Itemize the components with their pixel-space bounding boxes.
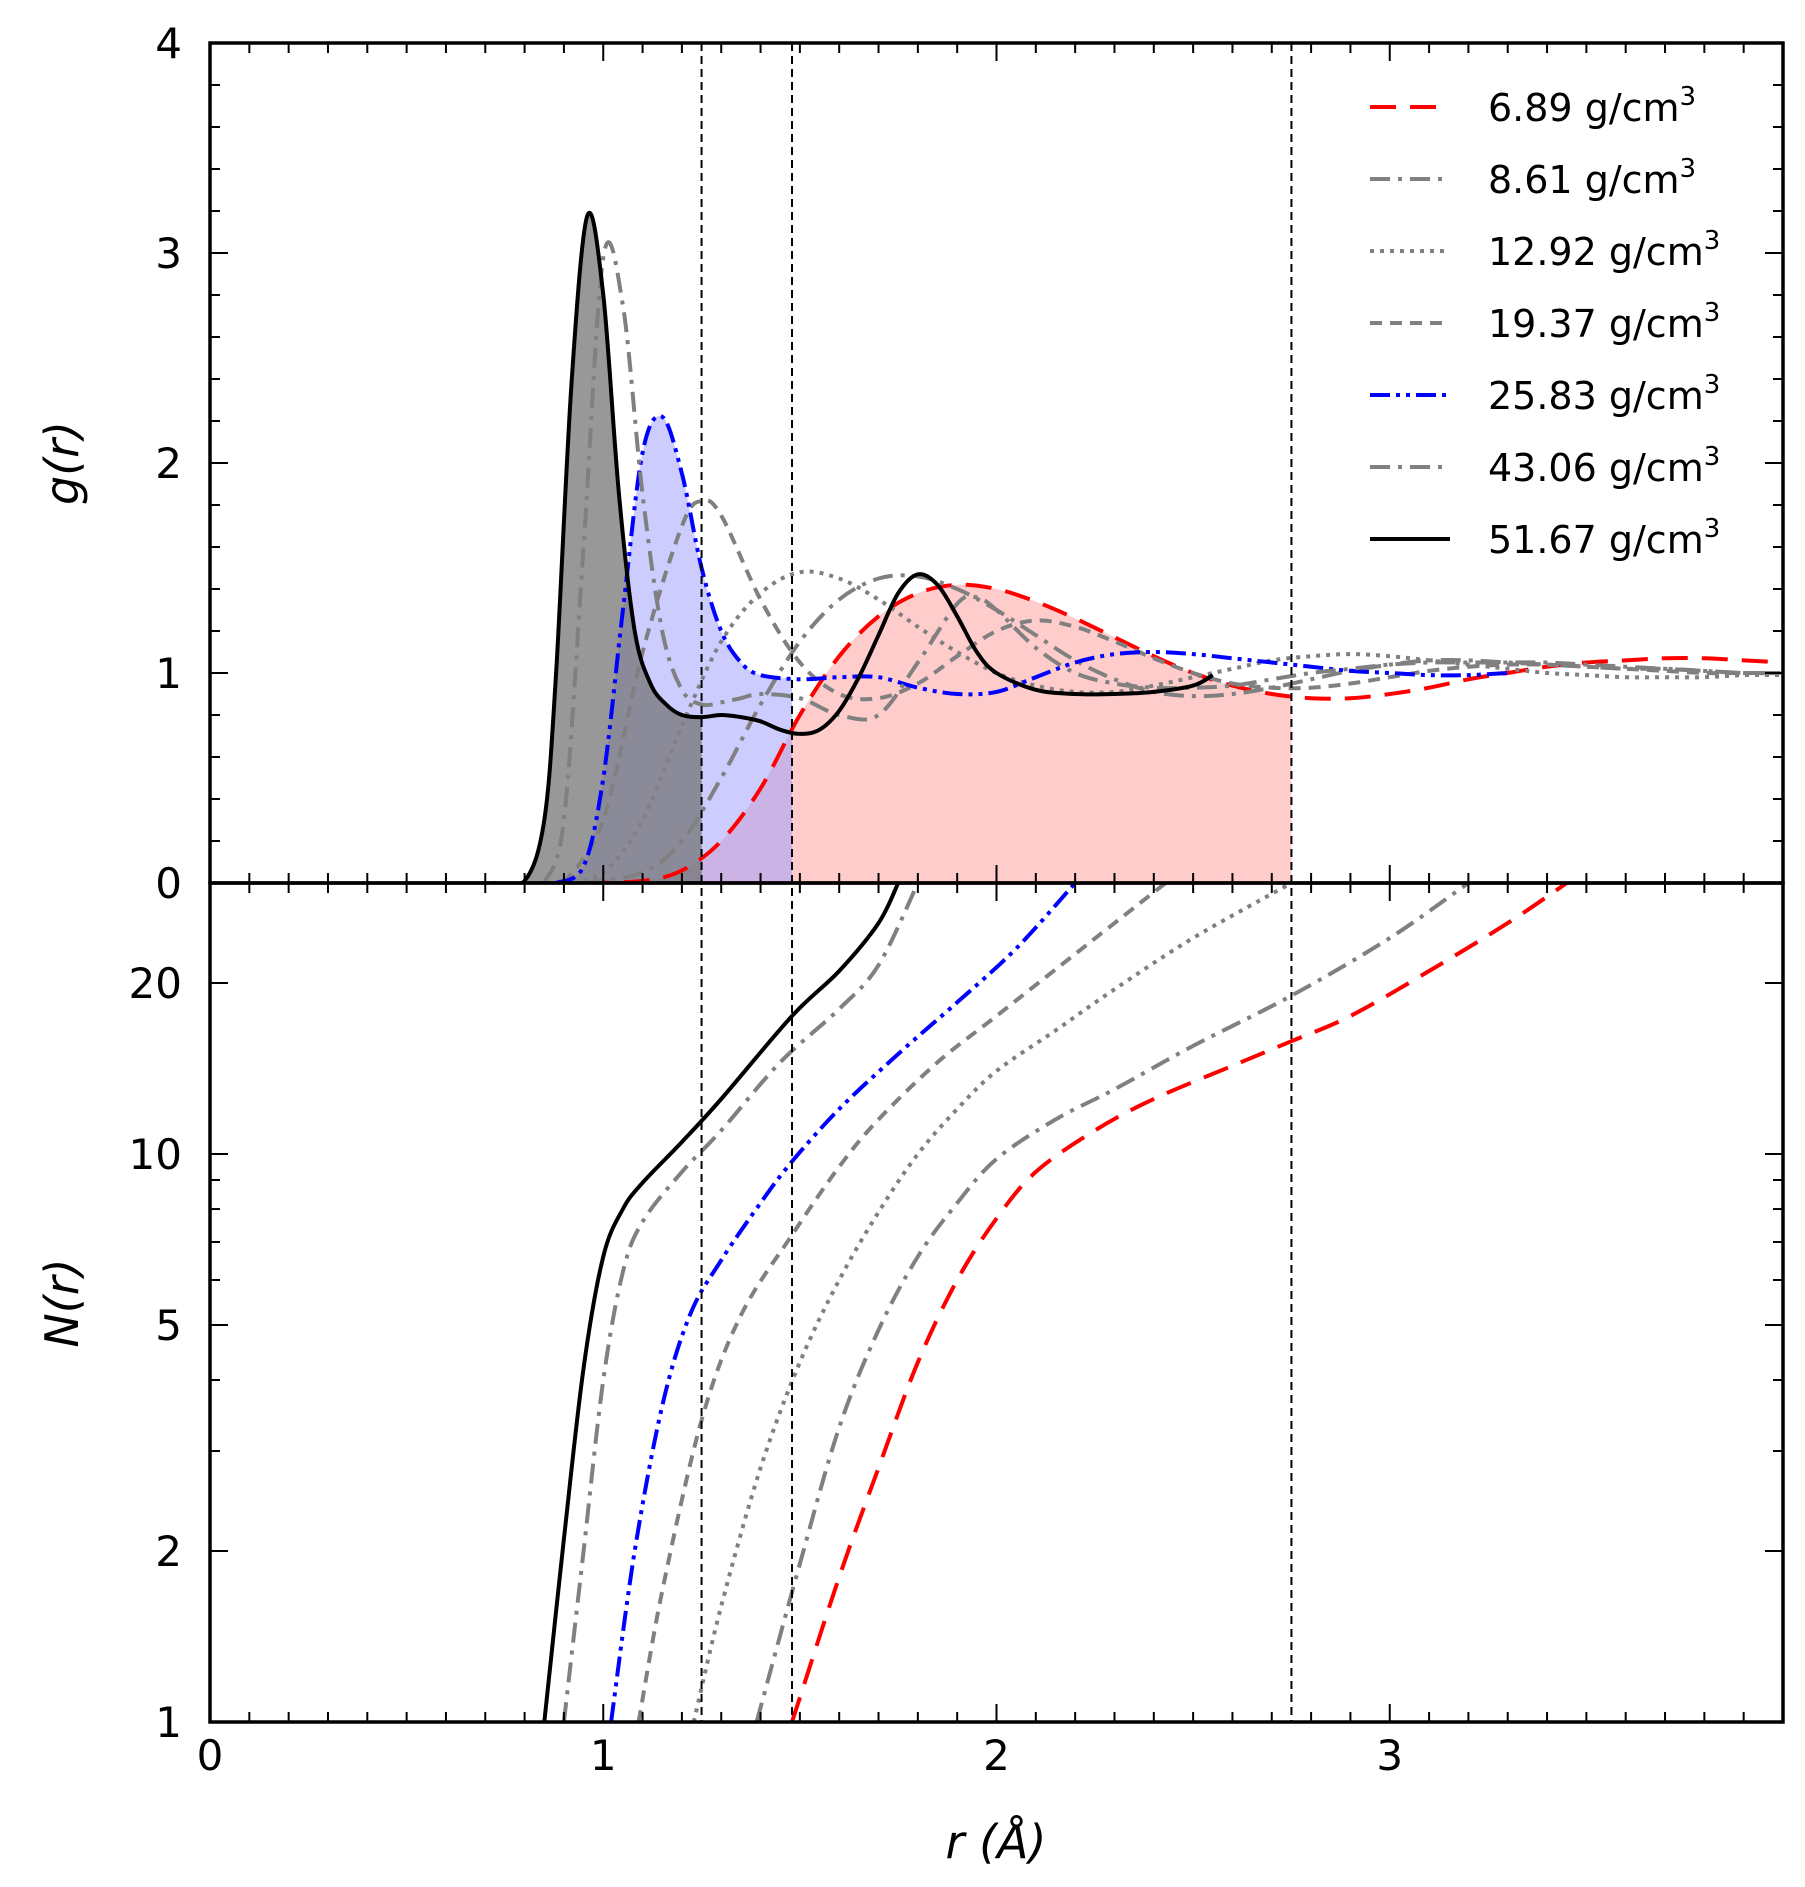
- legend-item: 51.67 g/cm3: [1370, 514, 1720, 562]
- axes-frames: [208, 41, 1785, 1724]
- legend-unit: g/cm: [1609, 446, 1704, 490]
- legend-value: 25.83: [1488, 374, 1609, 418]
- top-y-tick-label: 4: [155, 19, 182, 68]
- gr-line-6.893: [583, 582, 1783, 883]
- legend-value: 12.92: [1488, 230, 1609, 274]
- legend-label: 43.06 g/cm3: [1488, 442, 1720, 490]
- bottom-y-tick-label: 1: [155, 1698, 182, 1747]
- gr-line-12.923: [563, 569, 1783, 883]
- legend-superscript: 3: [1680, 82, 1697, 112]
- nr-line-6.893: [790, 883, 1568, 1722]
- legend-unit: g/cm: [1585, 158, 1680, 202]
- legend-superscript: 3: [1704, 298, 1721, 328]
- top-y-tick-label: 1: [155, 649, 182, 698]
- legend-superscript: 3: [1680, 154, 1697, 184]
- nr-line-19.373: [636, 883, 1167, 1722]
- gr-line-43.063: [542, 240, 1783, 883]
- legend-unit: g/cm: [1609, 518, 1704, 562]
- legend-label: 19.37 g/cm3: [1488, 298, 1720, 346]
- bottom-y-tick-label: 2: [155, 1527, 182, 1576]
- legend-label: 51.67 g/cm3: [1488, 514, 1720, 562]
- gr-line-51.673: [492, 210, 1214, 883]
- x-tick-label: 0: [197, 1731, 224, 1780]
- legend-label: 8.61 g/cm3: [1488, 154, 1696, 202]
- x-tick-label: 1: [590, 1731, 617, 1780]
- bottom-y-tick-label: 20: [129, 959, 182, 1008]
- legend-item: 43.06 g/cm3: [1370, 442, 1720, 490]
- legend-superscript: 3: [1704, 514, 1721, 544]
- top-y-tick-label: 2: [155, 439, 182, 488]
- legend-value: 43.06: [1488, 446, 1609, 490]
- gr-line-8.613: [583, 573, 1783, 883]
- legend-value: 8.61: [1488, 158, 1585, 202]
- legend-unit: g/cm: [1609, 374, 1704, 418]
- nr-line-8.613: [754, 883, 1470, 1722]
- x-tick-label: 3: [1376, 1731, 1403, 1780]
- bottom-y-tick-label: 10: [129, 1130, 182, 1179]
- bottom-y-tick-label: 5: [155, 1301, 182, 1350]
- legend-item: 19.37 g/cm3: [1370, 298, 1720, 346]
- legend-value: 51.67: [1488, 518, 1609, 562]
- shaded-region-51.673: [493, 212, 702, 883]
- gr-line-25.833: [555, 414, 1508, 883]
- top-y-tick-label: 0: [155, 859, 182, 908]
- nr-line-43.063: [561, 883, 920, 1722]
- x-axis-label: r (Å): [946, 1815, 1047, 1869]
- legend-unit: g/cm: [1585, 86, 1680, 130]
- x-tick-label: 2: [983, 1731, 1010, 1780]
- nr-line-51.673: [542, 883, 901, 1722]
- legend-superscript: 3: [1704, 226, 1721, 256]
- legend-value: 6.89: [1488, 86, 1585, 130]
- legend-value: 19.37: [1488, 302, 1609, 346]
- top-y-axis-label: g(r): [35, 421, 89, 505]
- legend-item: 12.92 g/cm3: [1370, 226, 1720, 274]
- top-y-tick-label: 3: [155, 229, 182, 278]
- legend-label: 12.92 g/cm3: [1488, 226, 1720, 274]
- gr-line-19.373: [562, 498, 1783, 883]
- legend-superscript: 3: [1704, 442, 1721, 472]
- legend-superscript: 3: [1704, 370, 1721, 400]
- nr-line-25.833: [609, 883, 1077, 1722]
- legend-item: 6.89 g/cm3: [1370, 82, 1696, 130]
- legend-label: 6.89 g/cm3: [1488, 82, 1696, 130]
- legend-item: 8.61 g/cm3: [1370, 154, 1696, 202]
- bottom-axes-frame: [208, 881, 1785, 1724]
- legend-item: 25.83 g/cm3: [1370, 370, 1720, 418]
- legend-label: 25.83 g/cm3: [1488, 370, 1720, 418]
- top-shaded-regions: [493, 212, 1292, 883]
- top-series-lines: [492, 210, 1783, 883]
- legend-unit: g/cm: [1609, 302, 1704, 346]
- legend-unit: g/cm: [1609, 230, 1704, 274]
- bottom-series-lines: [542, 883, 1568, 1722]
- bottom-y-axis-label: N(r): [35, 1258, 89, 1347]
